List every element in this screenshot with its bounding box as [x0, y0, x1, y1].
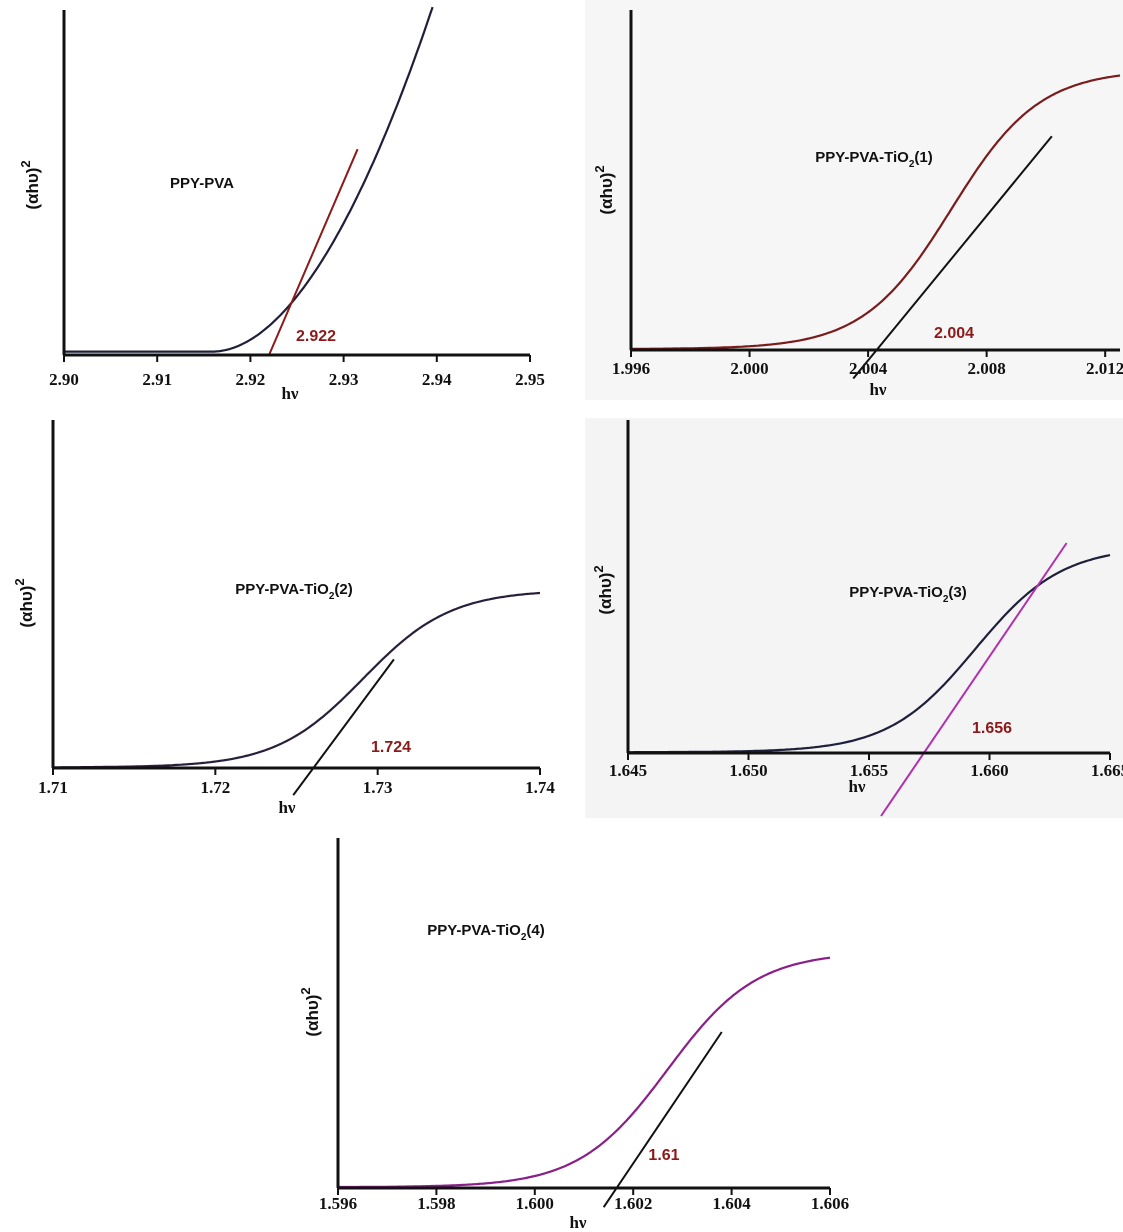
x-tick-label: 2.95: [515, 370, 545, 389]
chart-panel-3: 1.71 1.72 1.73 1.74 hν (αhυ)2 PPY-PVA-TiO2(2) 1…: [0, 418, 560, 818]
band-gap-label: 1.656: [972, 720, 1012, 737]
x-tick-label: 1.71: [38, 778, 68, 797]
y-axis-title: (αhυ)2: [12, 578, 36, 627]
x-tick-label: 1.996: [612, 359, 650, 378]
x-axis-title: hν: [281, 384, 298, 403]
x-tick-label: 1.72: [200, 778, 230, 797]
x-tick-label: 1.74: [525, 778, 555, 797]
x-tick-label: 2.90: [49, 370, 79, 389]
x-axis-title: hν: [848, 777, 865, 796]
panel-background: [0, 0, 560, 400]
panel-background: [300, 835, 840, 1232]
sample-label: PPY-PVA-TiO2(2): [235, 581, 353, 602]
x-tick-label: 1.596: [319, 1194, 357, 1213]
x-tick-label: 1.606: [811, 1194, 849, 1213]
x-axis-title: hν: [278, 798, 295, 817]
x-tick-label: 1.665: [1091, 761, 1123, 780]
tangent-line: [292, 658, 395, 796]
chart-panel-5: 1.596 1.598 1.600 1.602 1.604 1.606 hν (αhυ)2 PP…: [298, 835, 849, 1232]
x-tick-label: 1.655: [850, 761, 888, 780]
sample-label: PPY-PVA-TiO2(3): [849, 584, 967, 605]
y-axis-title: (αhυ)2: [298, 987, 322, 1036]
x-axis-title: hν: [869, 380, 886, 399]
band-gap-label: 1.61: [648, 1147, 679, 1164]
x-tick-label: 2.93: [329, 370, 359, 389]
panel-background: [585, 0, 1123, 400]
x-tick-label: 1.73: [363, 778, 393, 797]
chart-panel-4: 1.645 1.650 1.655 1.660 1.665 hν (αhυ)2 PPY-PVA…: [585, 418, 1123, 818]
chart-panel-1: 2.90 2.91 2.92 2.93 2.94 2.95 hν (αhυ)2 PPY-PVA 2…: [0, 0, 560, 403]
x-tick-label: 2.94: [422, 370, 452, 389]
x-tick-label: 2.008: [968, 359, 1006, 378]
y-axis-title: (αhυ)2: [592, 165, 616, 214]
absorption-curve: [338, 956, 831, 1189]
x-tick-label: 1.650: [729, 761, 767, 780]
x-axis-title: hν: [569, 1213, 586, 1232]
tangent-line: [268, 148, 359, 356]
x-tick-label: 2.91: [142, 370, 172, 389]
x-tick-label: 1.602: [614, 1194, 652, 1213]
y-axis-title: (αhυ)2: [18, 160, 42, 209]
sample-label: PPY-PVA-TiO2(1): [815, 149, 933, 170]
x-tick-label: 2.92: [236, 370, 266, 389]
band-gap-label: 1.724: [371, 739, 411, 756]
x-tick-label: 1.600: [516, 1194, 554, 1213]
band-gap-label: 2.922: [296, 328, 336, 345]
y-axis-title: (αhυ)2: [591, 565, 615, 614]
panel-background: [0, 418, 560, 818]
x-tick-label: 2.012: [1086, 359, 1123, 378]
tangent-line: [880, 542, 1068, 817]
sample-label: PPY-PVA-TiO2(4): [427, 922, 545, 943]
panel-background: [585, 418, 1123, 818]
chart-panel-2: 1.996 2.000 2.004 2.008 2.012 hν (αhυ)2 PPY-PVA…: [585, 0, 1123, 400]
tangent-line: [852, 135, 1053, 380]
tangent-line: [602, 1031, 723, 1208]
x-tick-label: 1.660: [970, 761, 1008, 780]
absorption-curve: [64, 6, 434, 353]
band-gap-label: 2.004: [934, 325, 974, 342]
x-tick-label: 1.598: [417, 1194, 455, 1213]
x-tick-label: 1.604: [712, 1194, 751, 1213]
x-tick-label: 2.000: [730, 359, 768, 378]
x-tick-label: 1.645: [609, 761, 647, 780]
absorption-curve: [630, 74, 1121, 350]
x-tick-label: 2.004: [849, 359, 888, 378]
sample-label: PPY-PVA: [170, 175, 234, 192]
